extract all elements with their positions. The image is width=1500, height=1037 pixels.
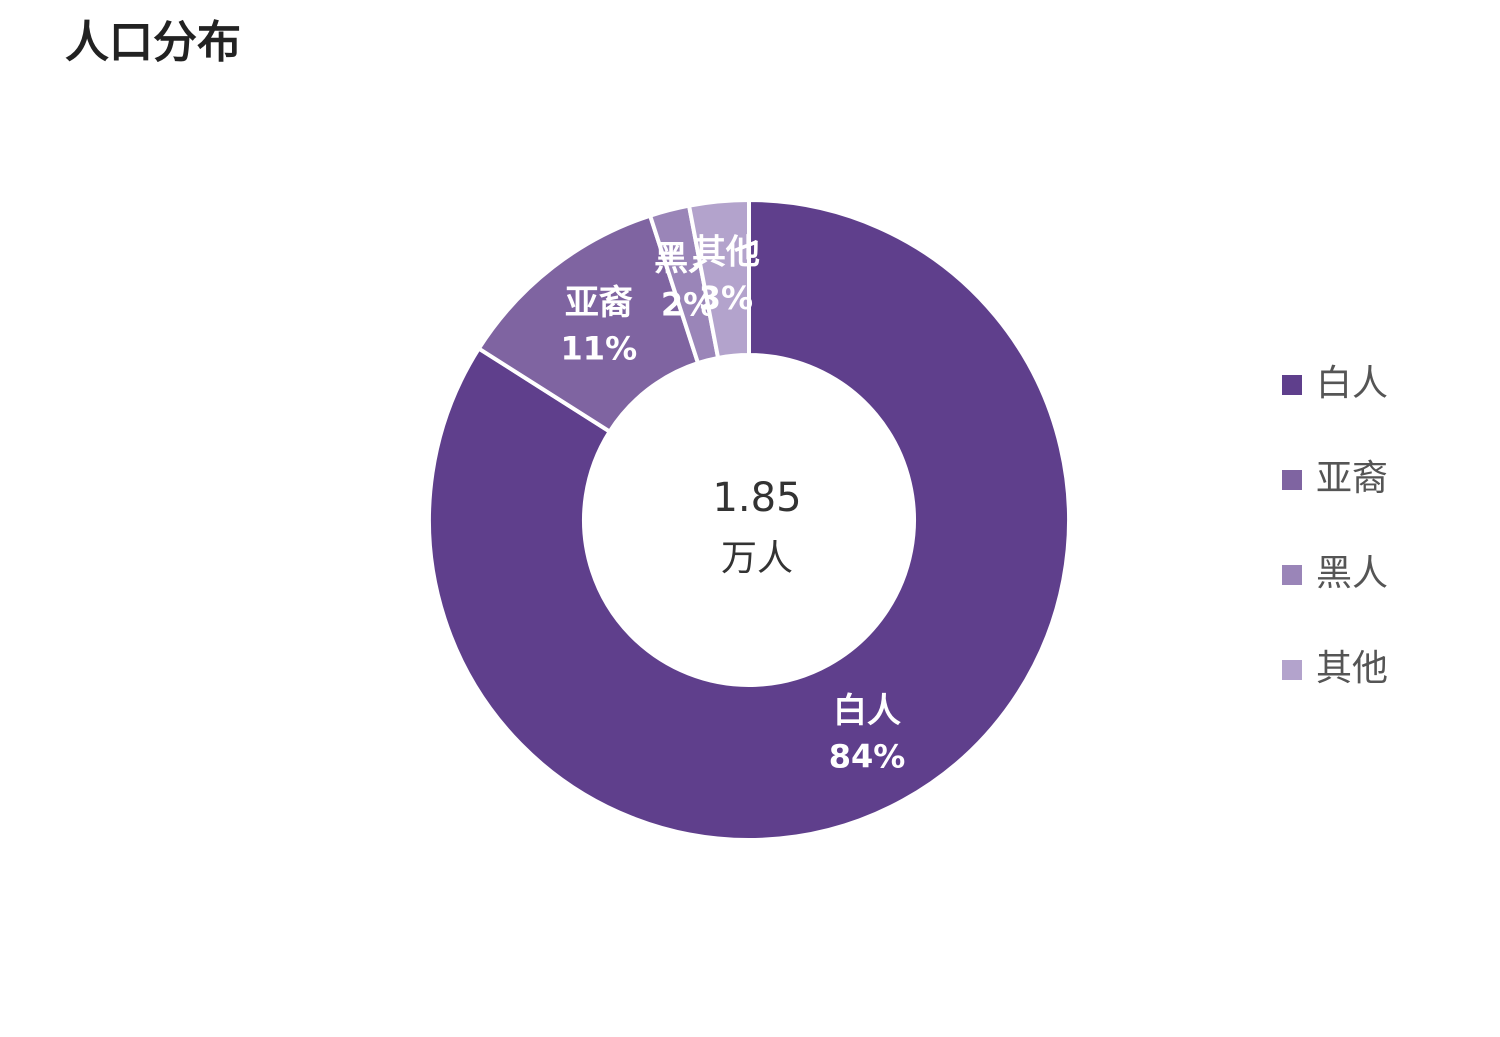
slice-category-label: 其他: [692, 233, 760, 273]
donut-slice: [686, 197, 751, 361]
slice-category-label: 白人: [833, 691, 901, 731]
center-unit: 万人: [721, 538, 793, 579]
legend-swatch: [1282, 470, 1302, 490]
legend-label: 亚裔: [1316, 458, 1388, 499]
slice-value-label: 11%: [561, 329, 638, 367]
center-value: 1.85: [712, 475, 801, 521]
legend-label: 其他: [1316, 648, 1388, 689]
slice-value-label: 3%: [699, 279, 753, 317]
legend-swatch: [1282, 375, 1302, 395]
donut-slice: [427, 197, 1071, 842]
slice-category-label: 亚裔: [565, 283, 633, 323]
legend-swatch: [1282, 565, 1302, 585]
legend-label: 黑人: [1316, 553, 1388, 594]
chart-title: 人口分布: [65, 17, 241, 68]
legend-label: 白人: [1316, 363, 1388, 404]
legend-swatch: [1282, 660, 1302, 680]
slice-value-label: 84%: [829, 738, 906, 776]
